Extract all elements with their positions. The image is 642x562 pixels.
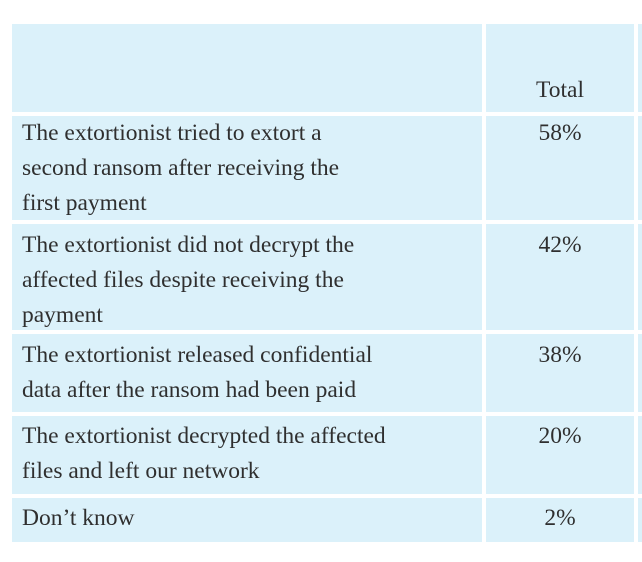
header-cell-total: Total bbox=[486, 24, 634, 112]
row-label: The extortionist tried to extort a secon… bbox=[22, 120, 340, 216]
row-cutoff-cell bbox=[638, 334, 642, 412]
row-value: 20% bbox=[538, 423, 582, 449]
row-value: 38% bbox=[538, 342, 582, 368]
header-cell-empty bbox=[12, 24, 482, 112]
row-label: The extortionist did not decrypt the aff… bbox=[22, 232, 355, 328]
row-value-cell: 20% bbox=[486, 416, 634, 494]
row-cutoff-cell bbox=[638, 224, 642, 330]
header-cell-cutoff bbox=[638, 24, 642, 112]
row-label-cell: The extortionist released confidential d… bbox=[12, 334, 482, 412]
row-label: The extortionist released confidential d… bbox=[22, 342, 373, 403]
row-label-cell: The extortionist tried to extort a secon… bbox=[12, 116, 482, 220]
row-label-cell: The extortionist decrypted the affected … bbox=[12, 416, 482, 494]
row-cutoff-cell bbox=[638, 498, 642, 542]
row-cutoff-cell bbox=[638, 416, 642, 494]
row-value: 42% bbox=[538, 232, 582, 258]
row-label-cell: Don’t know bbox=[12, 498, 482, 542]
row-label: The extortionist decrypted the affected … bbox=[22, 423, 386, 484]
row-value-cell: 42% bbox=[486, 224, 634, 330]
row-value: 2% bbox=[544, 505, 576, 531]
column-header-total: Total bbox=[536, 77, 584, 103]
row-value-cell: 2% bbox=[486, 498, 634, 542]
row-label-cell: The extortionist did not decrypt the aff… bbox=[12, 224, 482, 330]
row-value-cell: 38% bbox=[486, 334, 634, 412]
row-label: Don’t know bbox=[22, 505, 135, 531]
row-cutoff-cell bbox=[638, 116, 642, 220]
row-value-cell: 58% bbox=[486, 116, 634, 220]
row-value: 58% bbox=[538, 120, 582, 146]
